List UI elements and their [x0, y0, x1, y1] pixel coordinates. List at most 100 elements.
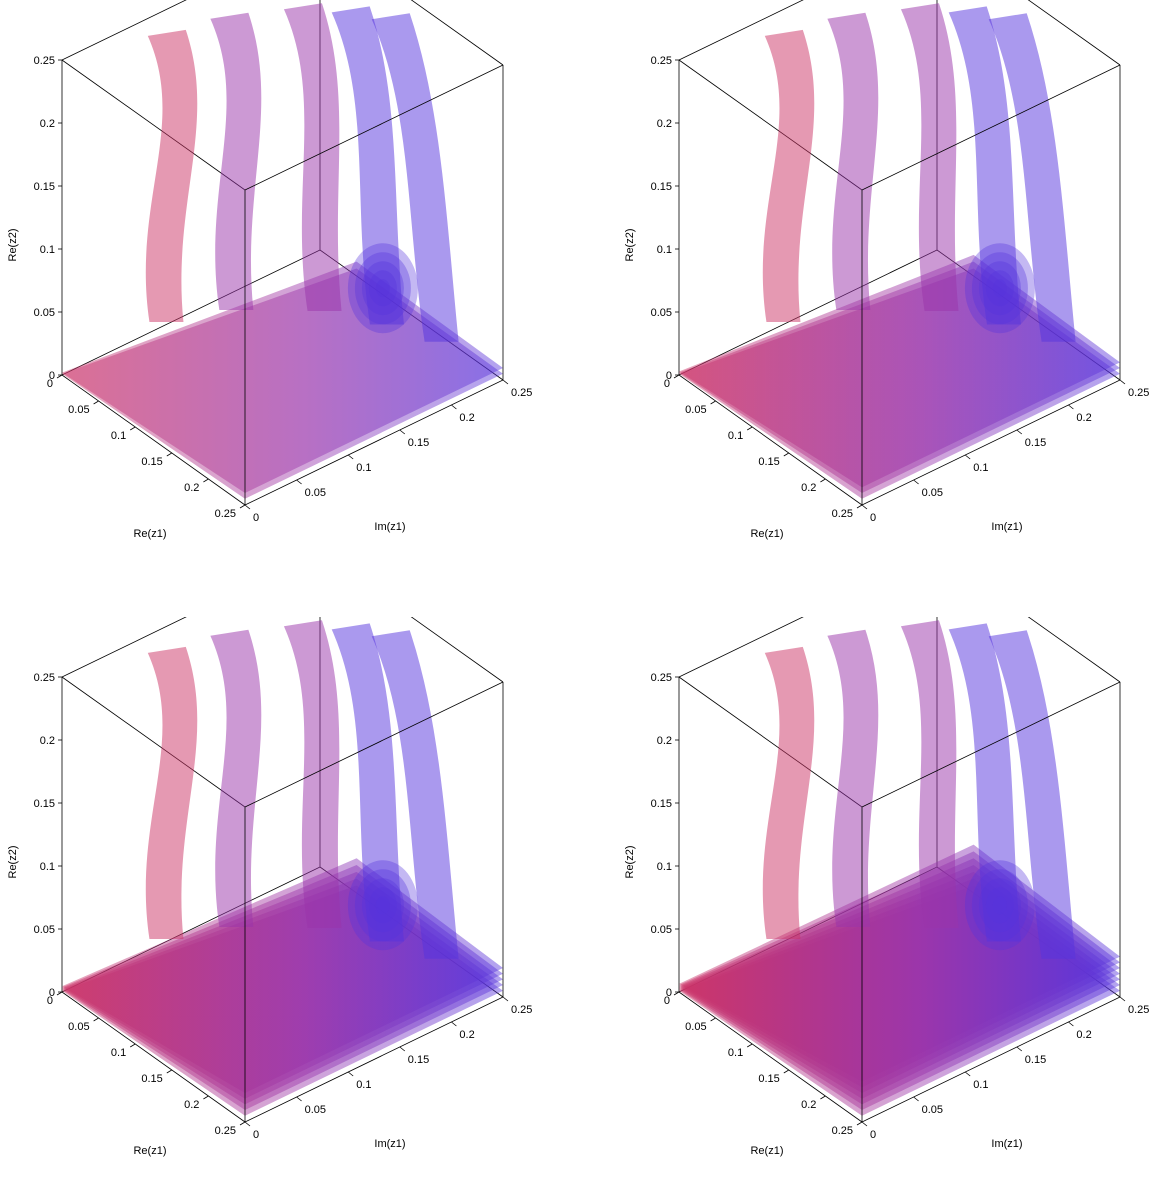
surface-sheet-vertical [145, 646, 198, 939]
surface-sheet-vertical [948, 6, 1021, 325]
z-axis-label: Re(z2) [7, 845, 19, 878]
y-tick-mark [502, 379, 509, 385]
chart-panel-1: 0 0.05 0.1 0.15 0.2 0.25 0 0.05 0.1 0.15 0.2 0.25 0 0… [0, 0, 578, 581]
y-tick-mark [399, 429, 406, 435]
box-edge-front [244, 996, 504, 1123]
surface-shell [978, 261, 1021, 316]
y-tick-label: 0 [870, 512, 876, 524]
x-axis-label: Re(z1) [750, 528, 783, 540]
z-tick-label: 0.05 [651, 307, 672, 319]
box-edge-front [61, 991, 246, 1123]
box-edge-back [678, 249, 938, 376]
x-tick-label: 0.2 [184, 482, 199, 494]
y-tick-mark [913, 1096, 919, 1102]
box-edge-back [61, 249, 321, 376]
box-edge-front [244, 64, 504, 191]
chart-panel-2: 0 0.05 0.1 0.15 0.2 0.25 0 0.05 0.1 0.15 0.2 0.25 0 0… [617, 0, 1156, 581]
box-edge-front [861, 379, 1121, 506]
y-tick-mark [1016, 1046, 1023, 1052]
x-tick-label: 0.05 [685, 404, 706, 416]
surface-sheet-vertical [762, 29, 815, 323]
chart-panel-3: 0 0.05 0.1 0.15 0.2 0.25 0 0.05 0.1 0.15 0.2 0.25 0 0… [0, 617, 578, 1198]
box-edge-back [1027, 0, 1121, 66]
x-tick-mark [239, 1121, 246, 1126]
surface-sheet-vertical [948, 623, 1021, 942]
surface-sheet-vertical [331, 623, 404, 942]
box-edge-back [61, 0, 187, 61]
y-tick-label: 0.15 [408, 1054, 429, 1066]
x-tick-mark [239, 504, 246, 509]
surface-shell [361, 878, 404, 933]
x-tick-label: 0.1 [728, 430, 743, 442]
y-tick-label: 0 [253, 1129, 259, 1141]
box-edge-front [861, 64, 1121, 191]
x-tick-mark [783, 1069, 790, 1074]
x-tick-mark [820, 1095, 826, 1100]
x-tick-label: 0 [47, 378, 53, 390]
surface-shell [375, 279, 390, 298]
z-tick-label: 0.25 [651, 55, 672, 67]
x-tick-label: 0.25 [832, 508, 853, 520]
x-tick-label: 0.25 [215, 508, 236, 520]
x-tick-label: 0.1 [111, 1047, 126, 1059]
surface-shell [347, 860, 418, 951]
surface-shell [992, 896, 1007, 915]
y-tick-label: 0.25 [1128, 1004, 1149, 1016]
z-tick-label: 0.15 [34, 798, 55, 810]
z-tick-label: 0.1 [40, 244, 55, 256]
chart-svg-4: 0 0.05 0.1 0.15 0.2 0.25 0 0.05 0.1 0.15 0.2 0.25 0 0… [624, 617, 1149, 1157]
box-edge-back [1027, 617, 1121, 683]
surface-shell [964, 860, 1035, 951]
y-tick-mark [296, 479, 302, 485]
z-tick-label: 0.2 [40, 118, 55, 130]
surface-sheet-vertical [762, 646, 815, 939]
y-axis-label: Im(z1) [374, 521, 405, 533]
x-tick-mark [166, 1069, 173, 1074]
box-edge-front [244, 379, 504, 506]
y-tick-mark [399, 1046, 406, 1052]
x-tick-label: 0.15 [141, 1073, 162, 1085]
x-tick-label: 0.1 [111, 430, 126, 442]
z-tick-label: 0 [666, 987, 672, 999]
y-tick-mark [964, 454, 971, 460]
surface-shell [368, 887, 397, 924]
y-tick-label: 0.1 [356, 462, 371, 474]
z-axis-label: Re(z2) [7, 228, 19, 261]
z-tick-label: 0 [666, 370, 672, 382]
y-axis-label: Im(z1) [991, 1138, 1022, 1150]
y-tick-label: 0.2 [459, 412, 474, 424]
surface-shell [347, 243, 418, 334]
surface-shell [354, 869, 411, 942]
y-tick-label: 0.1 [973, 1079, 988, 1091]
box-edge-back [61, 676, 246, 808]
box-edge-back [678, 617, 804, 678]
y-tick-label: 0.05 [305, 1104, 326, 1116]
y-tick-label: 0.25 [511, 1004, 532, 1016]
surface-sheet-vertical [827, 12, 879, 310]
z-tick-label: 0.05 [651, 924, 672, 936]
y-tick-mark [502, 996, 509, 1002]
x-tick-mark [129, 1043, 136, 1048]
y-tick-label: 0.2 [1076, 412, 1091, 424]
y-tick-mark [347, 1071, 354, 1077]
y-tick-label: 0.2 [459, 1029, 474, 1041]
y-tick-label: 0.25 [511, 387, 532, 399]
y-tick-mark [1068, 404, 1074, 410]
x-tick-mark [203, 1095, 209, 1100]
y-tick-label: 0.25 [1128, 387, 1149, 399]
x-tick-mark [673, 991, 680, 996]
box-edge-back [410, 617, 504, 683]
x-tick-mark [783, 452, 790, 457]
surface-shell [978, 878, 1021, 933]
z-tick-label: 0.1 [657, 861, 672, 873]
y-tick-mark [347, 454, 354, 460]
y-tick-mark [451, 404, 457, 410]
x-tick-mark [93, 1017, 99, 1022]
surface-sheet-vertical [827, 629, 879, 927]
surface-shell [971, 252, 1028, 325]
z-tick-label: 0 [49, 370, 55, 382]
y-tick-mark [1119, 996, 1126, 1002]
x-tick-mark [710, 400, 716, 405]
surface-sheet-vertical [988, 13, 1076, 342]
z-tick-label: 0.1 [657, 244, 672, 256]
